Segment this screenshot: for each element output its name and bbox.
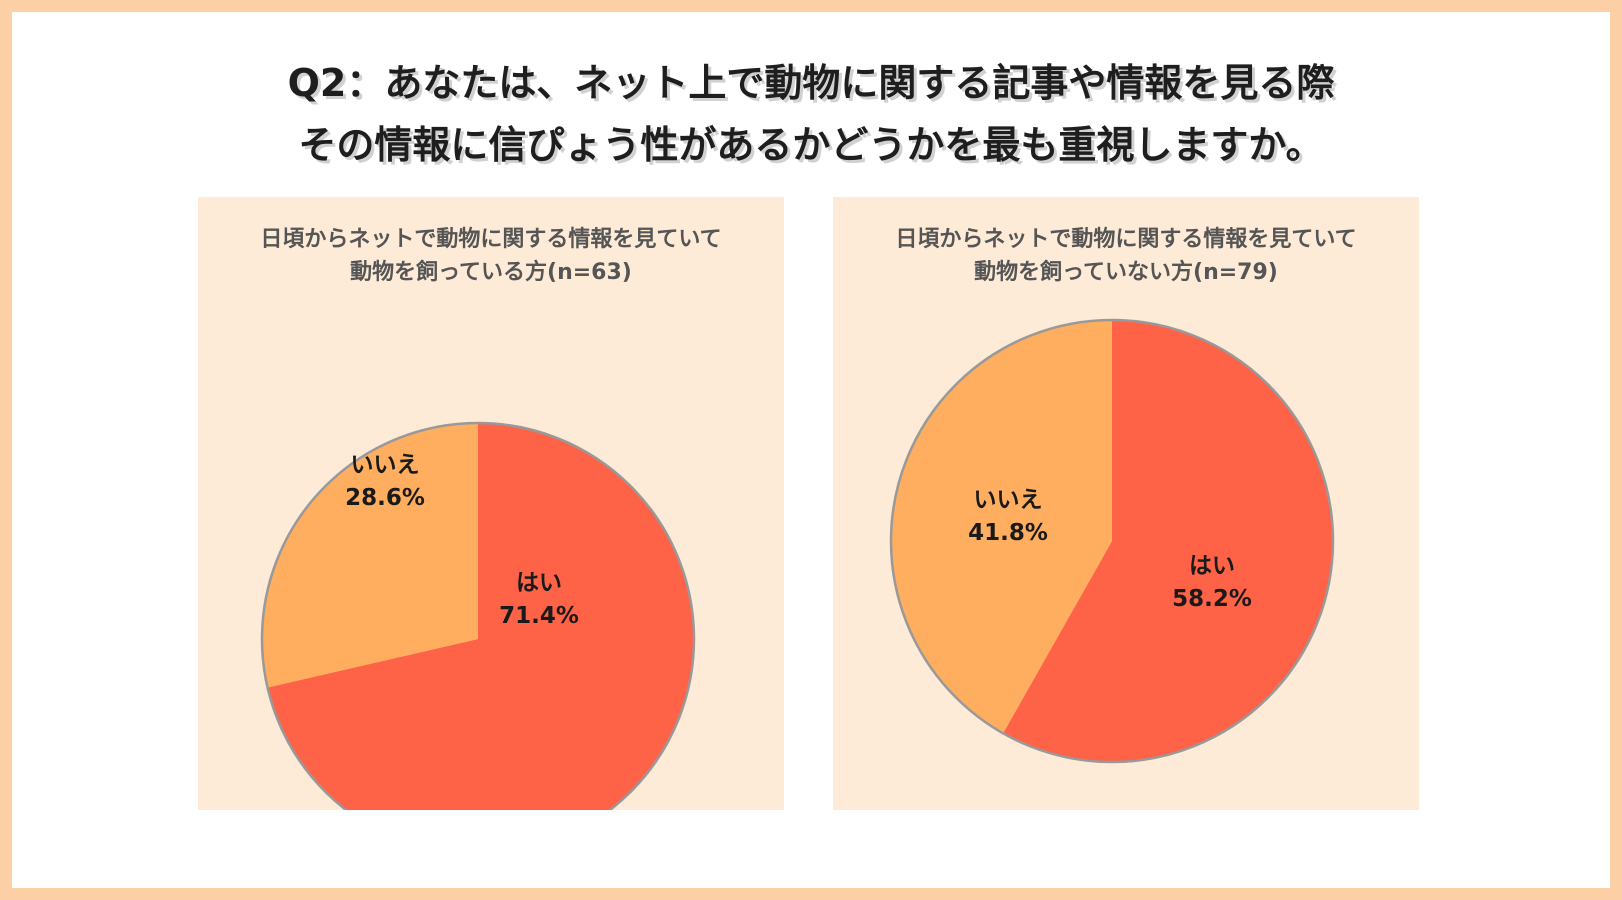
slice-value-owners-iie: 28.6% xyxy=(345,485,425,511)
infographic-frame: Q2：あなたは、ネット上で動物に関する記事や情報を見る際 その情報に信ぴょう性が… xyxy=(12,12,1610,888)
slice-label-owners-iie: いいえ xyxy=(351,452,420,478)
slice-label-owners-hai: はい xyxy=(516,570,562,596)
pie-chart-non-owners: はい 58.2% いいえ 41.8% xyxy=(889,318,1335,764)
slice-label-non-owners-hai: はい xyxy=(1189,553,1235,579)
pie-outline-non-owners xyxy=(889,318,1335,764)
page-title: Q2：あなたは、ネット上で動物に関する記事や情報を見る際 その情報に信ぴょう性が… xyxy=(12,52,1610,176)
chart-panel-non-owners: 日頃からネットで動物に関する情報を見ていて 動物を飼っていない方(n=79) は… xyxy=(833,197,1419,810)
pie-outline-owners xyxy=(260,421,696,810)
chart-title-owners: 日頃からネットで動物に関する情報を見ていて 動物を飼っている方(n=63) xyxy=(198,223,784,289)
chart-panel-owners: 日頃からネットで動物に関する情報を見ていて 動物を飼っている方(n=63) はい… xyxy=(198,197,784,810)
title-line-1: Q2：あなたは、ネット上で動物に関する記事や情報を見る際 xyxy=(287,61,1335,105)
title-line-2: その情報に信ぴょう性があるかどうかを最も重視しますか。 xyxy=(298,123,1324,167)
slice-label-non-owners-iie: いいえ xyxy=(974,487,1043,513)
chart-title-non-owners: 日頃からネットで動物に関する情報を見ていて 動物を飼っていない方(n=79) xyxy=(833,223,1419,289)
slice-value-non-owners-iie: 41.8% xyxy=(968,520,1048,546)
pie-slice-owners-hai xyxy=(267,423,695,810)
pie-slice-owners-iie xyxy=(262,423,478,688)
slice-value-non-owners-hai: 58.2% xyxy=(1172,586,1252,612)
chart-title-non-owners-line-2: 動物を飼っていない方(n=79) xyxy=(974,260,1278,285)
chart-title-owners-line-2: 動物を飼っている方(n=63) xyxy=(350,260,632,285)
pie-slice-non-owners-iie xyxy=(891,320,1112,734)
chart-title-owners-line-1: 日頃からネットで動物に関する情報を見ていて xyxy=(260,227,722,252)
chart-title-non-owners-line-1: 日頃からネットで動物に関する情報を見ていて xyxy=(895,227,1357,252)
pie-chart-owners: はい 71.4% いいえ 28.6% xyxy=(260,421,696,810)
pie-slice-non-owners-hai xyxy=(1003,320,1333,762)
slice-value-owners-hai: 71.4% xyxy=(499,603,579,629)
